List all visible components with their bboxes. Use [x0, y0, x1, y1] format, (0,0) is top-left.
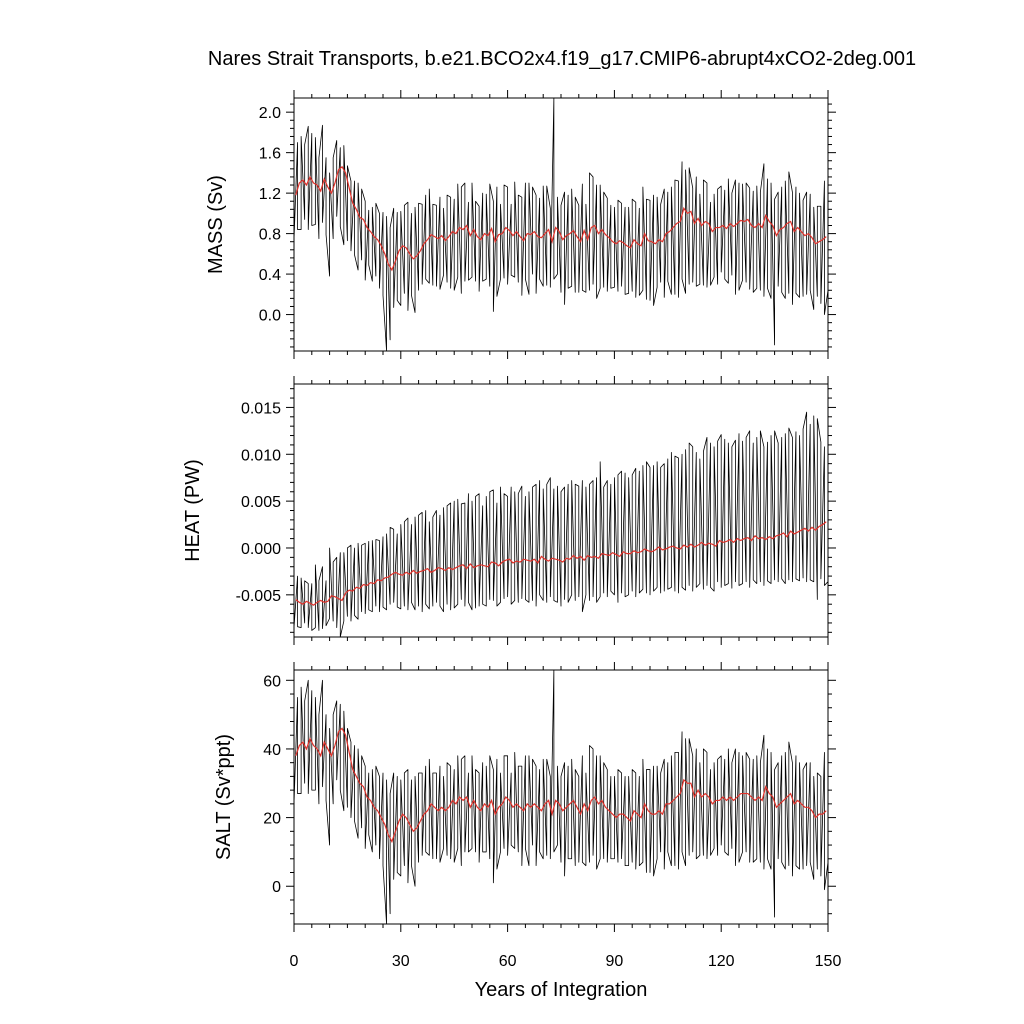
panel-salt-y-tick-label: 20: [263, 811, 281, 828]
panel-mass-y-tick-label: 0.8: [259, 227, 281, 244]
x-tick-label: 120: [708, 953, 735, 970]
panel-salt-y-tick-label: 0: [272, 879, 281, 896]
panel-mass-monthly-series: [294, 98, 828, 351]
panel-mass-y-axis-label: MASS (Sv): [205, 175, 227, 274]
panel-mass-y-tick-label: 0.4: [259, 267, 281, 284]
panel-salt-y-axis-label: SALT (Sv*ppt): [213, 734, 235, 860]
x-tick-label: 30: [392, 953, 410, 970]
panel-mass-y-tick-label: 1.2: [259, 186, 281, 203]
panel-heat-y-tick-label: 0.000: [241, 541, 281, 558]
panel-salt-annual-series: [295, 727, 827, 844]
panel-heat: -0.005 0.000 0.005 0.010 0.015 HEAT (PW): [182, 376, 836, 645]
panel-heat-monthly-series: [294, 411, 828, 637]
panel-mass-data: [294, 98, 828, 351]
panel-mass-y-tick-label: 0.0: [259, 308, 281, 325]
panel-salt-monthly-series: [294, 670, 828, 924]
panel-salt-data: [294, 670, 828, 924]
panel-mass-y-tick-label: 1.6: [259, 146, 281, 163]
x-tick-label: 60: [499, 953, 517, 970]
x-tick-label: 150: [815, 953, 842, 970]
x-tick-label: 0: [290, 953, 299, 970]
x-axis-label: Years of Integration: [475, 979, 648, 1001]
panels: 0.0 0.4 0.8 1.2 1.6 2.0 MASS (Sv) -0.005 0.000 0.…: [182, 90, 841, 970]
panel-heat-data: [294, 411, 828, 637]
panel-mass-annual-series: [295, 165, 827, 272]
panel-heat-y-tick-label: 0.015: [241, 400, 281, 417]
panel-heat-y-tick-label: -0.005: [236, 588, 281, 605]
panel-salt-y-tick-label: 40: [263, 742, 281, 759]
x-tick-label: 90: [606, 953, 624, 970]
panel-heat-ticks: [286, 376, 836, 645]
panel-heat-annual-series: [295, 521, 827, 606]
figure-title: Nares Strait Transports, b.e21.BCO2x4.f1…: [208, 48, 916, 70]
panel-salt: 0 20 40 60 SALT (Sv*ppt) 0 30 60 90 120 150: [213, 662, 841, 970]
panel-salt-ticks: [286, 662, 836, 932]
panel-mass-ticks: [286, 90, 836, 359]
panel-salt-y-tick-label: 60: [263, 673, 281, 690]
panel-heat-y-axis-label: HEAT (PW): [182, 459, 204, 562]
panel-mass-y-tick-label: 2.0: [259, 105, 281, 122]
panel-heat-y-tick-label: 0.010: [241, 447, 281, 464]
panel-heat-y-tick-label: 0.005: [241, 494, 281, 511]
panel-mass: 0.0 0.4 0.8 1.2 1.6 2.0 MASS (Sv): [205, 90, 836, 359]
